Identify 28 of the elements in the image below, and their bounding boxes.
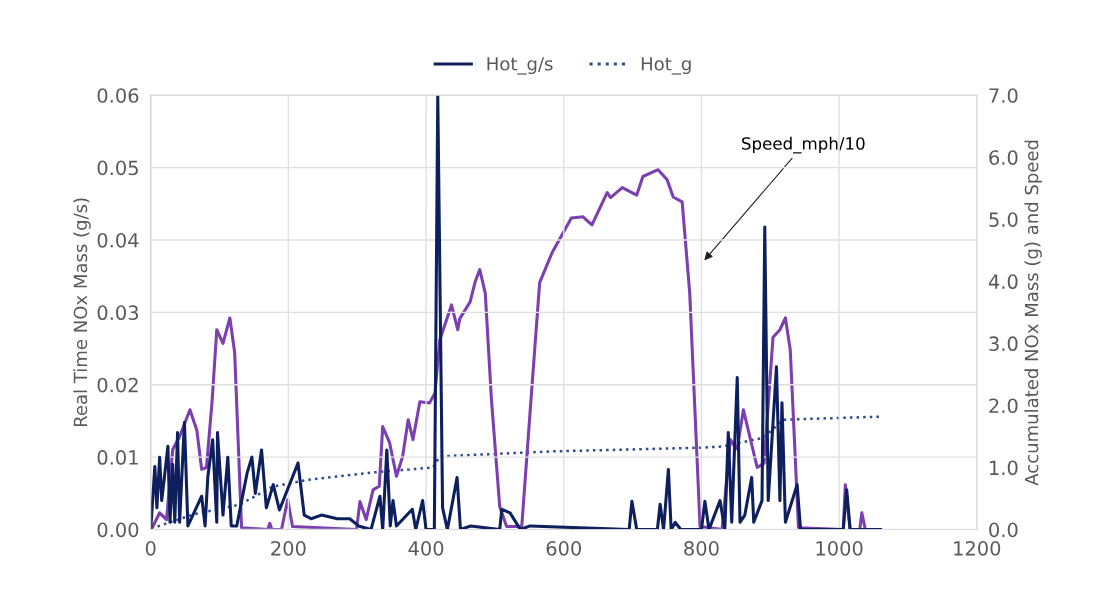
y-tick-label: 0.05 [97,160,138,176]
y2-tick-label: 0.0 [989,522,1018,538]
x-tick-label: 800 [684,541,719,556]
x-tick-label: 400 [408,541,444,556]
line-series [156,415,882,528]
y2-tick-label: 6.0 [989,150,1018,165]
legend-label: Hot_g/s [487,57,553,75]
y2-tick-label: 3.0 [989,336,1018,352]
y-tick-label: 0.02 [97,377,138,393]
y-tick-label: 0.01 [97,450,138,465]
y2-tick-label: 2.0 [989,398,1018,414]
y-tick-label: 0.00 [97,522,139,538]
y-tick-label: 0.06 [97,88,139,103]
y2-tick-label: 5.0 [989,212,1018,227]
x-tick-label: 200 [271,541,306,556]
y2-axis-title: Accumulated NOx Mass (g) and Speed [1024,140,1042,486]
legend-label: Hot_g [641,57,691,75]
x-tick-label: 1200 [954,541,1001,556]
y-tick-label: 0.04 [97,232,139,248]
y-axis-title: Real Time NOx Mass (g/s) [73,198,91,427]
x-tick-label: 1000 [816,541,863,556]
annotation: Speed_mph/10 [742,136,865,154]
x-tick-label: 0 [145,541,156,556]
y2-tick-label: 7.0 [989,88,1018,103]
x-tick-label: 600 [546,541,582,556]
y2-tick-label: 1.0 [990,460,1018,476]
y2-tick-label: 4.0 [988,274,1018,290]
y-tick-label: 0.03 [97,305,139,321]
